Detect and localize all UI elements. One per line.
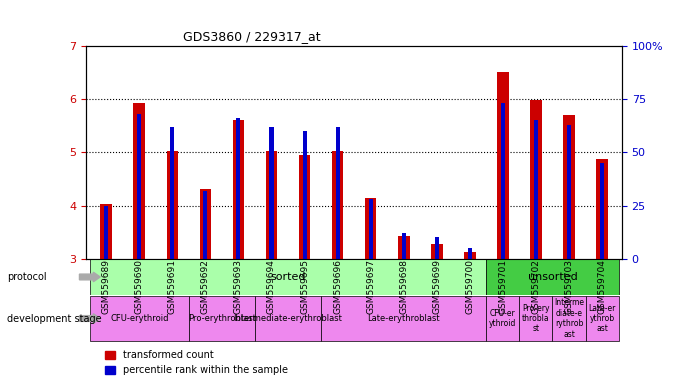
Text: CFU-er
ythroid: CFU-er ythroid bbox=[489, 309, 517, 328]
Bar bbox=[368, 199, 372, 259]
Bar bbox=[401, 233, 406, 259]
Bar bbox=[468, 248, 472, 259]
Bar bbox=[303, 131, 307, 259]
Bar bbox=[138, 114, 141, 259]
FancyBboxPatch shape bbox=[553, 296, 585, 341]
Text: GSM559692: GSM559692 bbox=[201, 259, 210, 314]
Bar bbox=[200, 189, 211, 259]
Bar bbox=[100, 205, 112, 259]
Bar bbox=[269, 127, 274, 259]
Bar bbox=[596, 159, 608, 259]
Text: CFU-erythroid: CFU-erythroid bbox=[110, 314, 169, 323]
Text: unsorted: unsorted bbox=[528, 272, 578, 282]
Text: GSM559700: GSM559700 bbox=[465, 259, 474, 314]
Text: Interme
diate-e
rythrob
ast: Interme diate-e rythrob ast bbox=[554, 298, 584, 339]
Bar bbox=[530, 100, 542, 259]
Text: GSM559695: GSM559695 bbox=[300, 259, 309, 314]
Text: Pro-ery
throbla
st: Pro-ery throbla st bbox=[522, 304, 550, 333]
Bar bbox=[133, 104, 145, 259]
Text: GSM559696: GSM559696 bbox=[333, 259, 342, 314]
Text: GSM559693: GSM559693 bbox=[234, 259, 243, 314]
Text: GSM559701: GSM559701 bbox=[498, 259, 507, 314]
Text: GSM559699: GSM559699 bbox=[433, 259, 442, 314]
FancyBboxPatch shape bbox=[486, 260, 618, 295]
Bar bbox=[464, 252, 475, 259]
Bar bbox=[104, 205, 108, 259]
Legend: transformed count, percentile rank within the sample: transformed count, percentile rank withi… bbox=[102, 346, 292, 379]
Bar bbox=[431, 244, 442, 259]
Bar bbox=[563, 115, 575, 259]
FancyBboxPatch shape bbox=[486, 296, 520, 341]
Bar bbox=[365, 198, 377, 259]
Text: GSM559690: GSM559690 bbox=[135, 259, 144, 314]
FancyBboxPatch shape bbox=[90, 296, 189, 341]
Text: Intermediate-erythroblast: Intermediate-erythroblast bbox=[234, 314, 343, 323]
Bar bbox=[236, 118, 240, 259]
Bar bbox=[170, 127, 174, 259]
Bar bbox=[233, 121, 244, 259]
Text: GSM559703: GSM559703 bbox=[565, 259, 574, 314]
Bar bbox=[332, 151, 343, 259]
FancyBboxPatch shape bbox=[585, 296, 618, 341]
Text: GSM559691: GSM559691 bbox=[168, 259, 177, 314]
Text: sorted: sorted bbox=[270, 272, 306, 282]
Text: GDS3860 / 229317_at: GDS3860 / 229317_at bbox=[182, 30, 321, 43]
Bar bbox=[398, 237, 410, 259]
Text: Late-er
ythrob
ast: Late-er ythrob ast bbox=[588, 304, 616, 333]
Text: GSM559702: GSM559702 bbox=[531, 259, 540, 314]
FancyBboxPatch shape bbox=[255, 296, 321, 341]
Bar bbox=[435, 237, 439, 259]
Text: GSM559694: GSM559694 bbox=[267, 259, 276, 314]
Text: GSM559697: GSM559697 bbox=[366, 259, 375, 314]
Text: Late-erythroblast: Late-erythroblast bbox=[368, 314, 440, 323]
Bar bbox=[299, 155, 310, 259]
FancyBboxPatch shape bbox=[321, 296, 486, 341]
Bar bbox=[600, 163, 604, 259]
Bar bbox=[203, 191, 207, 259]
Bar bbox=[266, 151, 277, 259]
Bar bbox=[534, 121, 538, 259]
FancyBboxPatch shape bbox=[90, 260, 486, 295]
Text: GSM559698: GSM559698 bbox=[399, 259, 408, 314]
Text: Pro-erythroblast: Pro-erythroblast bbox=[188, 314, 256, 323]
Bar bbox=[336, 127, 340, 259]
Bar bbox=[501, 104, 505, 259]
Text: GSM559704: GSM559704 bbox=[598, 259, 607, 314]
Bar bbox=[167, 151, 178, 259]
FancyBboxPatch shape bbox=[189, 296, 255, 341]
Text: protocol: protocol bbox=[7, 272, 46, 282]
Bar bbox=[567, 125, 571, 259]
Bar bbox=[497, 71, 509, 259]
Text: development stage: development stage bbox=[7, 313, 102, 323]
FancyBboxPatch shape bbox=[520, 296, 553, 341]
Text: GSM559689: GSM559689 bbox=[102, 259, 111, 314]
